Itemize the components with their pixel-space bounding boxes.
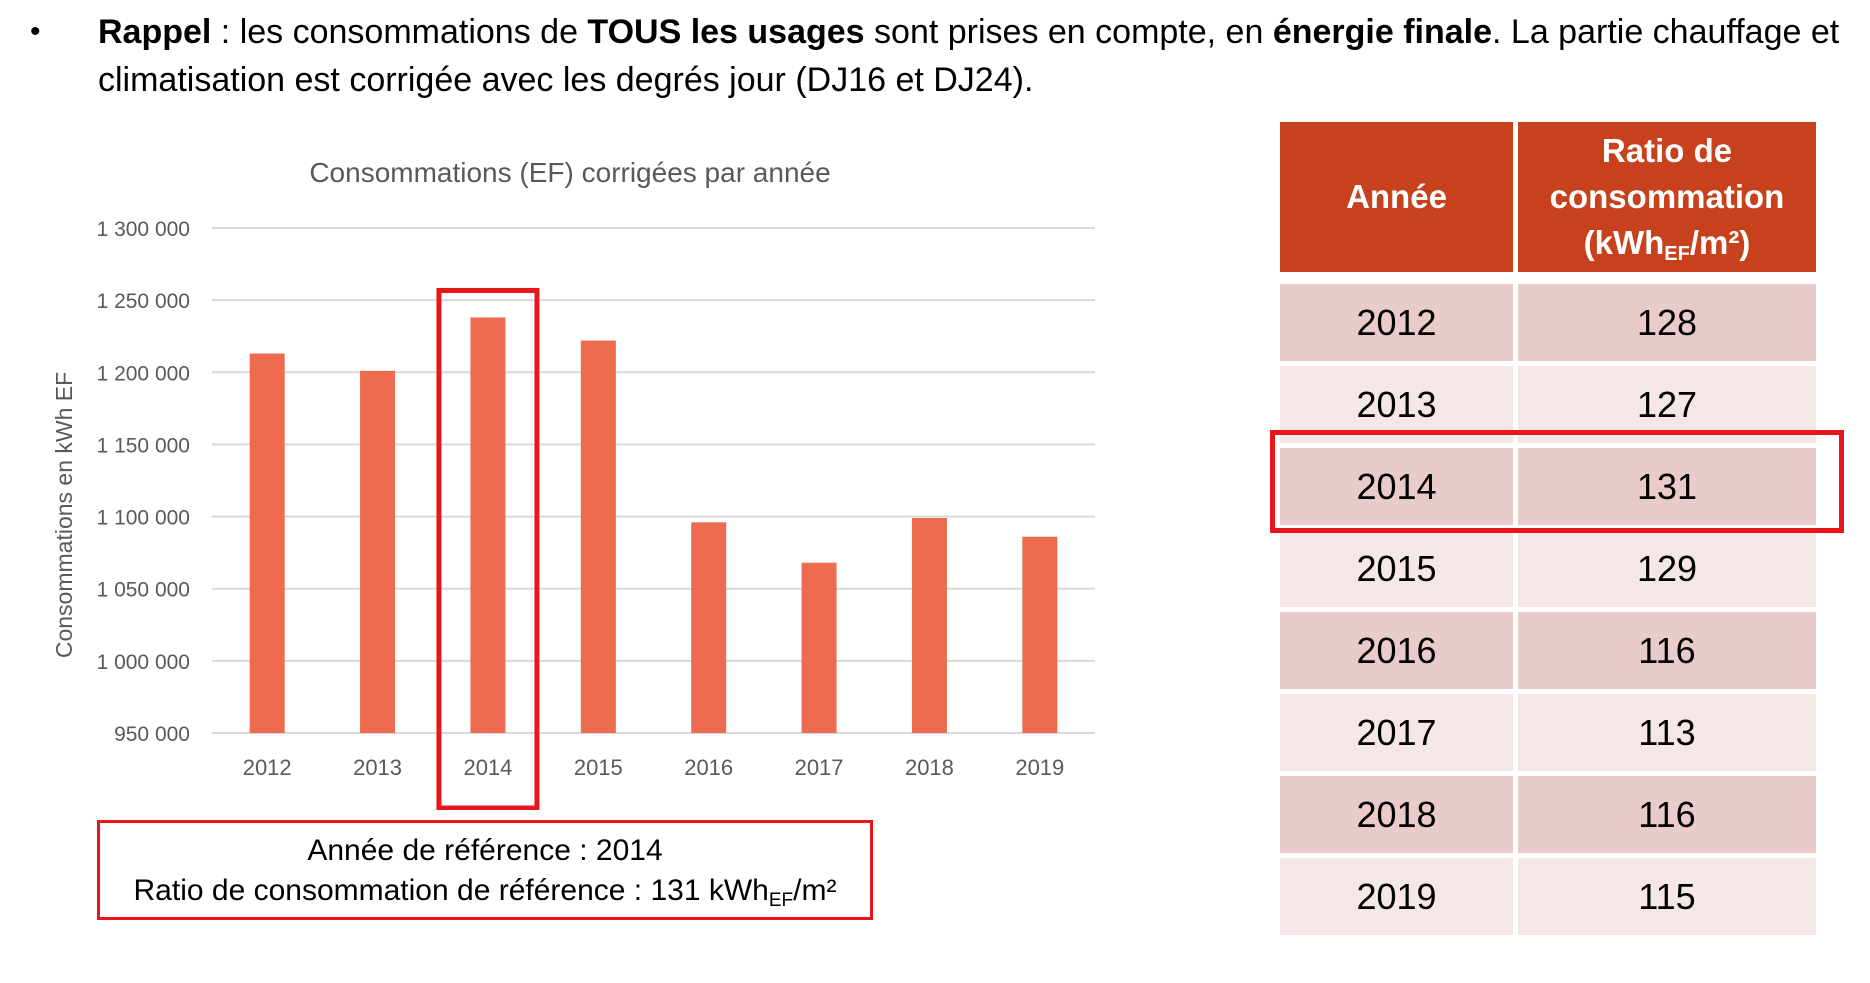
table-cell-year: 2014 [1280,443,1513,525]
header-ratio-l3-suffix: /m²) [1689,224,1751,261]
table-highlight-box [1270,430,1844,533]
bar [801,562,837,733]
reference-box: Année de référence : 2014 Ratio de conso… [97,820,873,920]
y-tick-label: 1 250 000 [97,290,190,313]
y-tick-label: 1 050 000 [97,579,190,602]
bar [1022,536,1058,733]
x-tick-label: 2018 [905,755,954,780]
grid-lines [212,227,1095,734]
table-cell-ratio: 131 [1513,443,1816,525]
header-ratio-l3-sub: EF [1664,243,1690,265]
x-tick-label: 2019 [1015,755,1064,780]
intro-energie-finale: énergie finale [1272,13,1493,51]
bar [360,370,396,733]
table-cell-ratio: 116 [1513,771,1816,853]
reference-year: Année de référence : 2014 [307,834,663,867]
table-cell-ratio: 127 [1513,361,1816,443]
table-cell-year: 2015 [1280,525,1513,607]
y-tick-label: 950 000 [114,723,190,746]
table-row: 2018 116 [1280,771,1816,853]
reference-ratio-suffix: /m² [793,874,837,907]
chart-highlight-box [436,287,540,810]
table-cell-year: 2019 [1280,853,1513,935]
intro-part-4: sont prises en compte, en [864,13,1273,51]
y-tick-label: 1 100 000 [97,507,190,530]
y-tick-label: 1 150 000 [97,434,190,457]
header-ratio: Ratio de consommation (kWhEF/m²) [1513,122,1816,272]
table-row: 2019 115 [1280,853,1816,935]
bar [580,340,616,733]
x-tick-label: 2016 [684,755,733,780]
table-row: 2014 131 [1280,443,1816,525]
intro-part-2: : les consommations de [211,13,588,51]
header-ratio-l3-prefix: (kWh [1583,224,1665,261]
intro-text: Rappel : les consommations de TOUS les u… [98,8,1858,104]
table-row: 2017 113 [1280,689,1816,771]
table-cell-ratio: 115 [1513,853,1816,935]
table-header-row: Année Ratio de consommation (kWhEF/m²) [1280,122,1816,272]
intro-part-6: . La partie chauffage et climatisation e… [98,13,1840,99]
x-tick-label: 2012 [243,755,292,780]
y-tick-label: 1 200 000 [97,362,190,385]
header-year: Année [1280,122,1513,272]
table-row: 2015 129 [1280,525,1816,607]
reference-ratio-sub: EF [768,890,794,911]
table-cell-year: 2012 [1280,272,1513,361]
bar-chart: Consommations (EF) corrigées par année C… [51,157,1095,810]
bar [470,317,506,733]
chart-title: Consommations (EF) corrigées par année [309,157,830,188]
table-cell-ratio: 113 [1513,689,1816,771]
bar [911,518,947,733]
y-axis-label: Consommations en kWh EF [51,372,77,658]
table-row: 2016 116 [1280,607,1816,689]
bullet-icon: • [30,15,41,48]
x-tick-label: 2014 [463,755,512,780]
x-tick-labels: 2012 2013 2014 2015 2016 2017 2018 2019 [243,755,1065,780]
x-tick-label: 2015 [574,755,623,780]
table-cell-year: 2017 [1280,689,1513,771]
table-cell-ratio: 116 [1513,607,1816,689]
header-ratio-l2: consommation [1549,178,1785,215]
y-tick-label: 1 000 000 [97,651,190,674]
table-row: 2012 128 [1280,272,1816,361]
table-cell-year: 2018 [1280,771,1513,853]
intro-tous-usages: TOUS les usages [587,13,865,51]
intro-rappel: Rappel [98,13,212,51]
x-tick-label: 2013 [353,755,402,780]
table-cell-ratio: 128 [1513,272,1816,361]
ratio-table: Année Ratio de consommation (kWhEF/m²) 201… [1280,122,1816,935]
header-ratio-l1: Ratio de [1601,132,1733,169]
bar [249,353,285,733]
table-cell-ratio: 129 [1513,525,1816,607]
reference-ratio-prefix: Ratio de consommation de référence : 131… [133,874,769,907]
x-tick-label: 2017 [795,755,844,780]
bar [691,522,727,733]
table-cell-year: 2013 [1280,361,1513,443]
reference-ratio: Ratio de consommation de référence : 131… [100,871,870,911]
bars [249,317,1058,733]
table-row: 2013 127 [1280,361,1816,443]
table-cell-year: 2016 [1280,607,1513,689]
y-tick-label: 1 300 000 [97,218,190,241]
y-tick-labels: 950 000 1 000 000 1 050 000 1 100 000 1 150 … [97,218,190,746]
